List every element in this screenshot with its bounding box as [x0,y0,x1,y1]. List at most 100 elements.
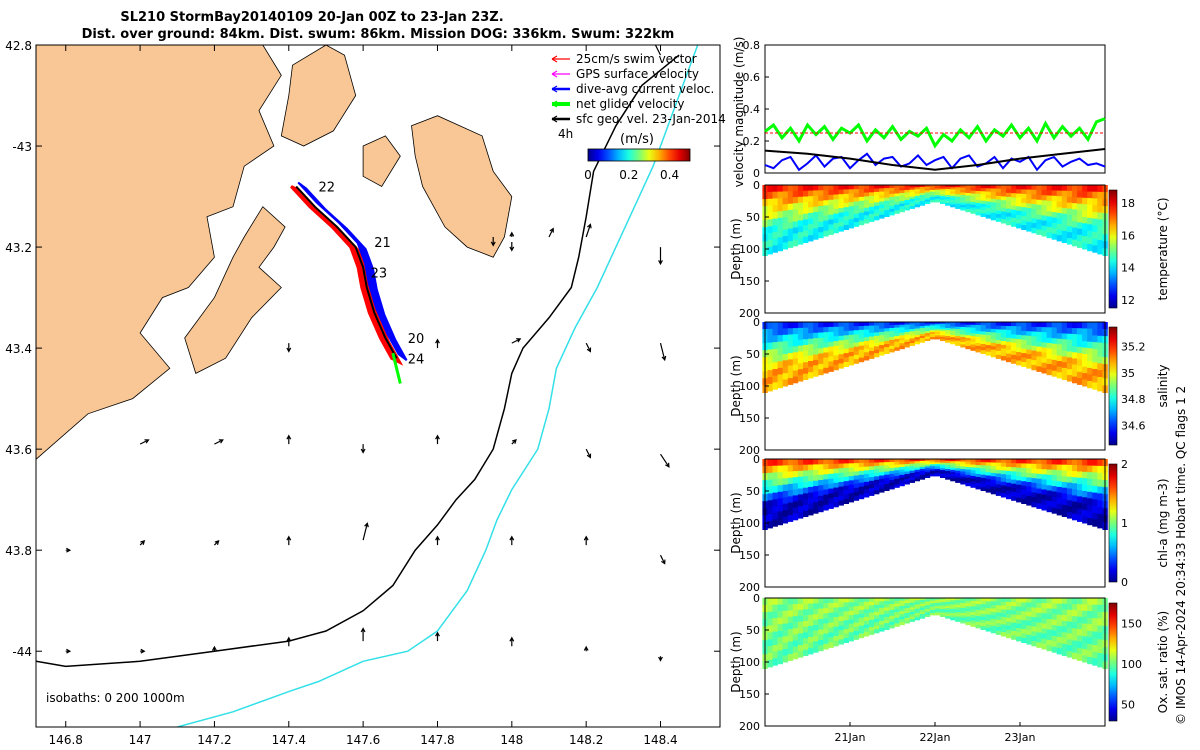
section-cell [889,202,895,207]
section-cell [1031,497,1037,503]
section-cell [813,349,819,356]
section-cell [1021,198,1027,204]
section-cell [914,189,920,193]
section-cell [980,328,986,332]
section-cell [869,466,875,471]
section-cell [950,611,956,614]
section-cell [823,494,829,501]
section-cell [894,196,900,200]
section-cell [980,203,986,208]
section-cell [1036,361,1042,367]
section-cell [808,486,814,494]
section-cell [823,327,829,333]
section-cell [1041,347,1047,354]
section-cell [1097,639,1103,647]
section-cell [1036,326,1042,333]
section-cell [1097,205,1103,214]
section-cell [934,464,941,467]
colorbar-tick-label: 150 [1121,617,1142,630]
section-cell [950,195,956,199]
section-cell [975,615,981,620]
section-cell [1072,364,1078,372]
section-cell [1072,477,1078,484]
section-cell [934,327,941,330]
section-cell [894,190,900,194]
depth-tick-label: 200 [739,581,760,594]
section-cell [1006,617,1012,623]
section-cell [1011,635,1017,640]
section-cell [919,473,926,476]
section-cell [848,615,855,620]
section-colorbar [1108,602,1118,722]
section-cell [924,334,931,338]
section-cell [828,361,834,367]
section-cell [970,199,976,203]
section-cell [965,190,971,194]
section-cell [1077,635,1083,643]
section-cell [803,367,809,375]
section-cell [934,613,941,616]
section-cell [965,459,971,463]
section-cell [1046,634,1052,641]
section-cell [1011,487,1017,493]
section-cell [995,484,1002,489]
section-cell [879,338,885,343]
section-cell [874,188,880,193]
section-cell [803,327,809,334]
section-cell [1072,370,1078,378]
section-cell [995,477,1002,482]
section-cell [853,326,860,331]
section-cell [1087,335,1093,343]
section-cell [904,332,910,336]
section-cell [929,464,936,467]
section-cell [853,475,860,481]
current-vector [548,227,554,238]
section-cell [940,333,946,336]
section-cell [818,322,824,328]
section-cell [889,345,895,350]
section-cell [990,335,997,340]
section-cell [833,194,839,200]
section-cell [838,491,844,497]
section-cell [833,345,839,352]
section-cell [1016,467,1022,473]
section-cell [1082,191,1088,199]
section-cell [1021,615,1027,621]
section-cell [853,346,860,352]
section-cell [838,468,844,474]
section-cell [838,221,844,227]
section-cell [1000,470,1007,475]
section-cell [823,210,829,217]
section-cell [889,624,895,629]
section-cell [1041,479,1047,486]
section-cell [828,185,834,191]
section-cell [1077,241,1083,248]
section-cell [869,322,875,327]
section-cell [1046,190,1052,197]
section-cell [843,629,849,635]
section-cell [990,611,997,616]
section-cell [1066,645,1073,652]
section-cell [965,606,971,610]
section-cell [955,598,961,601]
section-cell [1006,613,1012,619]
section-cell [960,464,966,468]
section-cell [1016,347,1022,353]
section-cell [960,610,966,614]
section-cell [1036,219,1042,225]
section-cell [777,367,783,376]
section-cell [767,659,773,668]
section-cell [787,622,794,630]
section-cell [940,199,946,203]
section-cell [838,326,844,332]
section-cell [1082,598,1088,605]
section-cell [1087,341,1093,349]
section-cell [843,485,849,491]
section-cell [980,465,986,469]
section-cell [1046,221,1052,228]
section-cell [980,620,986,624]
section-cell [879,601,885,606]
section-cell [970,612,976,616]
section-cell [843,620,849,626]
section-cell [1011,463,1017,468]
